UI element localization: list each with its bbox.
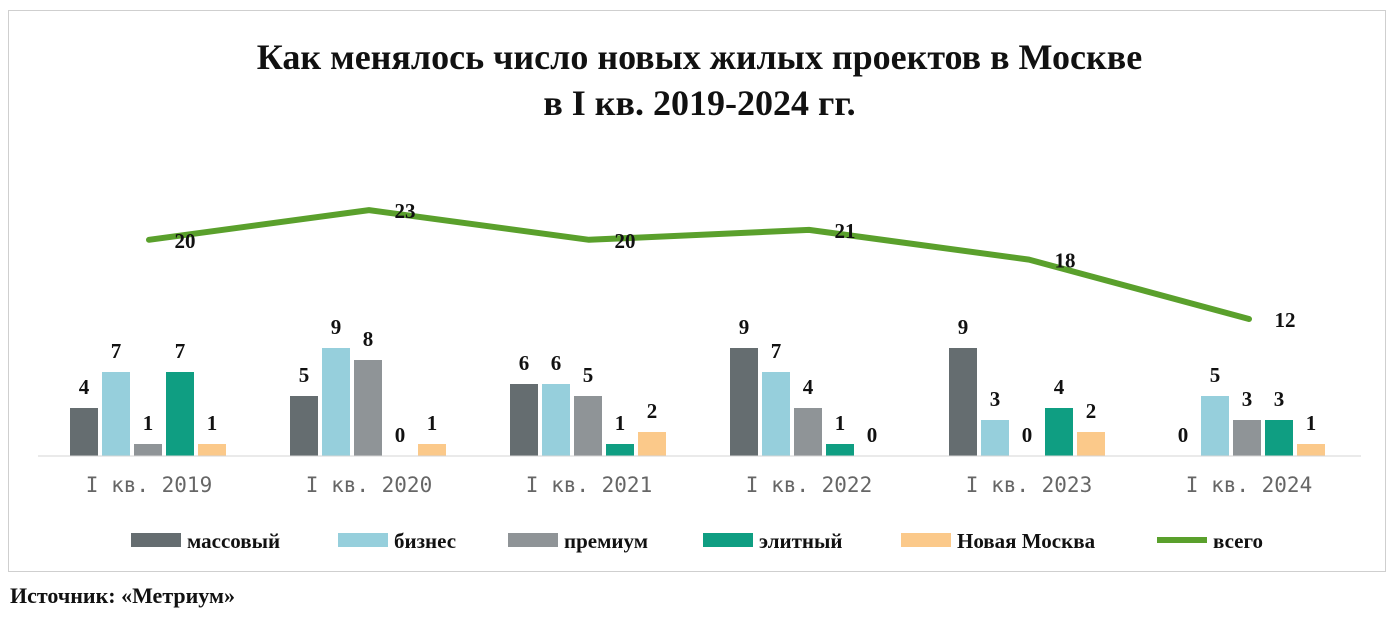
total-label-6: 12 xyxy=(1275,308,1296,332)
legend-swatch-3 xyxy=(508,533,558,547)
bar-label-2-5: 3 xyxy=(990,387,1001,411)
bar-3-4 xyxy=(794,408,822,456)
bar-label-3-3: 5 xyxy=(583,363,594,387)
bar-3-1 xyxy=(134,444,162,456)
legend-swatch-5 xyxy=(901,533,951,547)
bar-label-4-4: 1 xyxy=(835,411,846,435)
bar-5-5 xyxy=(1077,432,1105,456)
total-label-5: 18 xyxy=(1055,249,1076,273)
bar-label-2-3: 6 xyxy=(551,351,562,375)
bar-2-5 xyxy=(981,420,1009,456)
legend-label-5: Новая Москва xyxy=(957,529,1096,553)
bar-label-1-3: 6 xyxy=(519,351,530,375)
bar-1-3 xyxy=(510,384,538,456)
bar-label-5-2: 1 xyxy=(427,411,438,435)
bar-label-4-3: 1 xyxy=(615,411,626,435)
bar-3-3 xyxy=(574,396,602,456)
legend-label-6: всего xyxy=(1213,529,1263,553)
chart-title: Как менялось число новых жилых проектов … xyxy=(0,34,1399,126)
bar-5-1 xyxy=(198,444,226,456)
bar-2-6 xyxy=(1201,396,1229,456)
total-label-1: 20 xyxy=(175,229,196,253)
x-tick-label-6: I кв. 2024 xyxy=(1186,473,1312,497)
bar-1-2 xyxy=(290,396,318,456)
bar-5-6 xyxy=(1297,444,1325,456)
bar-label-5-5: 2 xyxy=(1086,399,1097,423)
bar-label-1-5: 9 xyxy=(958,315,969,339)
chart-title-line-1: Как менялось число новых жилых проектов … xyxy=(256,37,1143,77)
x-tick-label-5: I кв. 2023 xyxy=(966,473,1092,497)
bar-3-2 xyxy=(354,360,382,456)
bar-label-1-2: 5 xyxy=(299,363,310,387)
bar-label-1-6: 0 xyxy=(1178,423,1189,447)
bar-1-4 xyxy=(730,348,758,456)
bar-label-3-5: 0 xyxy=(1022,423,1033,447)
bar-label-3-1: 1 xyxy=(143,411,154,435)
bar-4-6 xyxy=(1265,420,1293,456)
bar-4-3 xyxy=(606,444,634,456)
bar-label-4-6: 3 xyxy=(1274,387,1285,411)
bar-1-5 xyxy=(949,348,977,456)
bar-4-1 xyxy=(166,372,194,456)
bar-label-5-3: 2 xyxy=(647,399,658,423)
bar-5-3 xyxy=(638,432,666,456)
bar-1-1 xyxy=(70,408,98,456)
legend-label-2: бизнес xyxy=(394,529,456,553)
bar-label-2-1: 7 xyxy=(111,339,122,363)
legend-label-1: массовый xyxy=(187,529,280,553)
legend-label-4: элитный xyxy=(759,529,843,553)
bar-4-4 xyxy=(826,444,854,456)
source-note: Источник: «Метриум» xyxy=(10,583,236,608)
bar-label-5-6: 1 xyxy=(1306,411,1317,435)
bar-3-6 xyxy=(1233,420,1261,456)
x-tick-label-3: I кв. 2021 xyxy=(526,473,652,497)
bar-2-2 xyxy=(322,348,350,456)
x-tick-label-1: I кв. 2019 xyxy=(86,473,212,497)
bar-label-2-2: 9 xyxy=(331,315,342,339)
legend-label-3: премиум xyxy=(564,529,648,553)
bar-2-4 xyxy=(762,372,790,456)
bar-label-3-6: 3 xyxy=(1242,387,1253,411)
x-tick-label-4: I кв. 2022 xyxy=(746,473,872,497)
bar-2-3 xyxy=(542,384,570,456)
bar-label-5-1: 1 xyxy=(207,411,218,435)
bar-label-5-4: 0 xyxy=(867,423,878,447)
bar-label-4-1: 7 xyxy=(175,339,186,363)
bar-label-3-2: 8 xyxy=(363,327,374,351)
total-label-2: 23 xyxy=(395,199,416,223)
legend-swatch-4 xyxy=(703,533,753,547)
bar-4-5 xyxy=(1045,408,1073,456)
bar-5-2 xyxy=(418,444,446,456)
total-line xyxy=(146,207,1252,322)
bar-label-3-4: 4 xyxy=(803,375,814,399)
legend-swatch-2 xyxy=(338,533,388,547)
bar-label-4-2: 0 xyxy=(395,423,406,447)
bar-label-2-6: 5 xyxy=(1210,363,1221,387)
chart-frame xyxy=(8,10,1386,572)
chart-title-line-2: в I кв. 2019-2024 гг. xyxy=(543,83,856,123)
bar-label-4-5: 4 xyxy=(1054,375,1065,399)
bar-label-1-1: 4 xyxy=(79,375,90,399)
x-tick-label-2: I кв. 2020 xyxy=(306,473,432,497)
total-label-3: 20 xyxy=(615,229,636,253)
legend-swatch-1 xyxy=(131,533,181,547)
bar-label-1-4: 9 xyxy=(739,315,750,339)
total-label-4: 21 xyxy=(835,219,856,243)
bar-label-2-4: 7 xyxy=(771,339,782,363)
bar-2-1 xyxy=(102,372,130,456)
